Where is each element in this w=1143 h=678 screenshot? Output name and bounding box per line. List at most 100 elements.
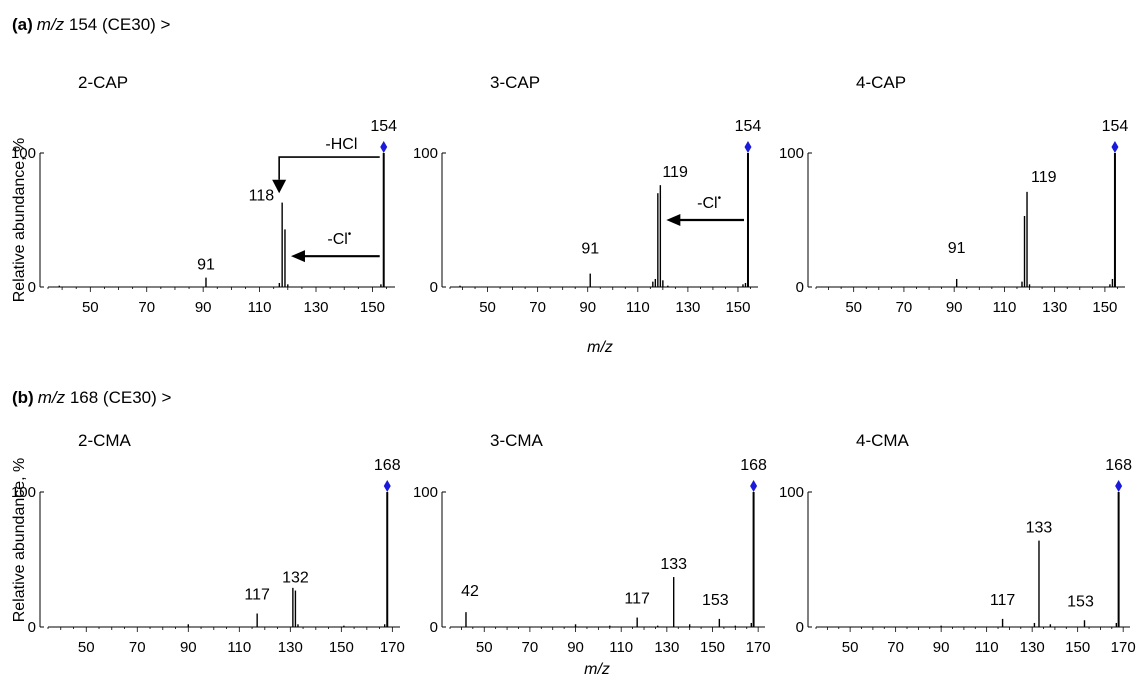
x-tick-label: 90 xyxy=(933,639,950,656)
panel-title: 2-CMA xyxy=(78,431,132,450)
y-tick-label: 0 xyxy=(796,279,804,296)
precursor-diamond-icon xyxy=(744,141,752,153)
y-tick-label: 100 xyxy=(779,484,804,501)
precursor-diamond-icon xyxy=(1115,480,1123,492)
arrowhead-icon xyxy=(666,214,681,226)
x-tick-label: 110 xyxy=(227,639,251,656)
row-a-ylabel: Relative abundance, % xyxy=(11,138,28,303)
x-tick-label: 150 xyxy=(725,299,750,316)
x-tick-label: 130 xyxy=(278,639,303,656)
peak-label: 119 xyxy=(662,164,688,181)
peak-label: 153 xyxy=(1067,593,1094,610)
row-a-xlabel: m/z xyxy=(587,339,613,356)
annotation-label: -Cl• xyxy=(697,193,721,212)
x-tick-label: 150 xyxy=(700,639,725,656)
x-tick-label: 70 xyxy=(138,299,155,316)
x-tick-label: 110 xyxy=(626,299,650,316)
peak-label: 117 xyxy=(244,587,270,604)
x-tick-label: 130 xyxy=(1020,639,1045,656)
y-tick-label: 100 xyxy=(413,145,438,162)
peak-label: 154 xyxy=(370,118,397,135)
x-tick-label: 170 xyxy=(746,639,771,656)
hcl-loss-arrow xyxy=(278,156,380,180)
x-tick-label: 150 xyxy=(1092,299,1117,316)
x-tick-label: 70 xyxy=(887,639,904,656)
peak-label: 168 xyxy=(1105,457,1132,474)
peak-label: 91 xyxy=(948,240,966,257)
peak-label: 133 xyxy=(660,556,687,573)
x-tick-label: 110 xyxy=(248,299,272,316)
x-tick-label: 130 xyxy=(303,299,328,316)
x-tick-label: 170 xyxy=(380,639,405,656)
x-tick-label: 50 xyxy=(78,639,95,656)
x-tick-label: 90 xyxy=(579,299,596,316)
peak-label: 153 xyxy=(702,592,729,609)
x-tick-label: 90 xyxy=(946,299,963,316)
spectrum-4-cma: 4-CMA 0 100 50 70 90 110 130 150 170 168 133 117 153 xyxy=(779,431,1136,656)
spectrum-3-cap: 3-CAP 0 100 50 70 90 110 130 150 154 119 91 -Cl• xyxy=(413,73,761,316)
annotation-label: -HCl xyxy=(325,136,357,153)
x-tick-label: 70 xyxy=(129,639,146,656)
x-tick-label: 50 xyxy=(845,299,862,316)
panel-title: 4-CMA xyxy=(856,431,910,450)
y-tick-label: 100 xyxy=(779,145,804,162)
peak-label: 119 xyxy=(1031,169,1057,186)
x-tick-label: 150 xyxy=(360,299,385,316)
x-tick-label: 90 xyxy=(180,639,197,656)
row-a-rest: 154 (CE30) > xyxy=(64,15,170,34)
peak-label: 117 xyxy=(990,592,1016,609)
panel-title: 3-CMA xyxy=(490,431,544,450)
x-tick-label: 110 xyxy=(609,639,633,656)
x-tick-label: 50 xyxy=(842,639,859,656)
x-tick-label: 50 xyxy=(476,639,493,656)
precursor-diamond-icon xyxy=(750,480,758,492)
peak-label: 132 xyxy=(282,570,309,587)
x-tick-label: 130 xyxy=(675,299,700,316)
peak-label: 91 xyxy=(581,241,599,258)
panel-title: 2-CAP xyxy=(78,73,128,92)
x-tick-label: 110 xyxy=(975,639,999,656)
x-tick-label: 90 xyxy=(567,639,584,656)
x-tick-label: 50 xyxy=(479,299,496,316)
y-tick-label: 0 xyxy=(430,619,438,636)
peak-label: 118 xyxy=(249,188,275,205)
x-tick-label: 130 xyxy=(654,639,679,656)
peak-label: 117 xyxy=(624,591,650,608)
arrowhead-icon xyxy=(290,250,305,263)
spectrum-3-cma: 3-CMA 0 100 50 70 90 110 130 150 170 168 133 117 153 4… xyxy=(413,431,771,656)
spectrum-2-cap: 2-CAP 0 100 50 70 90 110 130 150 154 118 91 -HCl -Cl• xyxy=(11,73,397,316)
precursor-diamond-icon xyxy=(1111,141,1119,153)
x-tick-label: 70 xyxy=(896,299,913,316)
y-tick-label: 100 xyxy=(413,484,438,501)
spectrum-4-cap: 4-CAP 0 100 50 70 90 110 130 150 154 119 91 xyxy=(779,73,1128,316)
row-b-letter: (b) xyxy=(12,388,34,407)
peak-label: 154 xyxy=(735,118,762,135)
peak-label: 154 xyxy=(1102,118,1129,135)
annotation-label: -Cl• xyxy=(327,229,351,248)
x-tick-label: 110 xyxy=(992,299,1016,316)
peak-label: 133 xyxy=(1026,520,1053,537)
x-tick-label: 150 xyxy=(329,639,354,656)
x-tick-label: 50 xyxy=(82,299,99,316)
y-tick-label: 0 xyxy=(430,279,438,296)
y-tick-label: 0 xyxy=(28,619,36,636)
spectrum-2-cma: 2-CMA 0 100 50 70 90 110 130 150 170 168 132 117 xyxy=(11,431,405,656)
precursor-diamond-icon xyxy=(380,141,388,153)
x-tick-label: 150 xyxy=(1065,639,1090,656)
peak-label: 168 xyxy=(740,457,767,474)
row-b-xlabel: m/z xyxy=(584,661,610,678)
y-tick-label: 100 xyxy=(11,484,36,501)
row-b-rest: 168 (CE30) > xyxy=(65,388,171,407)
peak-label: 42 xyxy=(461,583,479,600)
precursor-diamond-icon xyxy=(383,480,391,492)
peak-label: 168 xyxy=(374,457,401,474)
arrowhead-icon xyxy=(272,179,287,194)
x-tick-label: 90 xyxy=(195,299,212,316)
panel-title: 3-CAP xyxy=(490,73,540,92)
row-a-heading: (a) m/z 154 (CE30) > xyxy=(12,15,171,34)
peak-label: 91 xyxy=(197,257,215,274)
row-a-letter: (a) xyxy=(12,15,33,34)
row-b-mz: m/z xyxy=(38,388,66,407)
row-a-mz: m/z xyxy=(37,15,65,34)
